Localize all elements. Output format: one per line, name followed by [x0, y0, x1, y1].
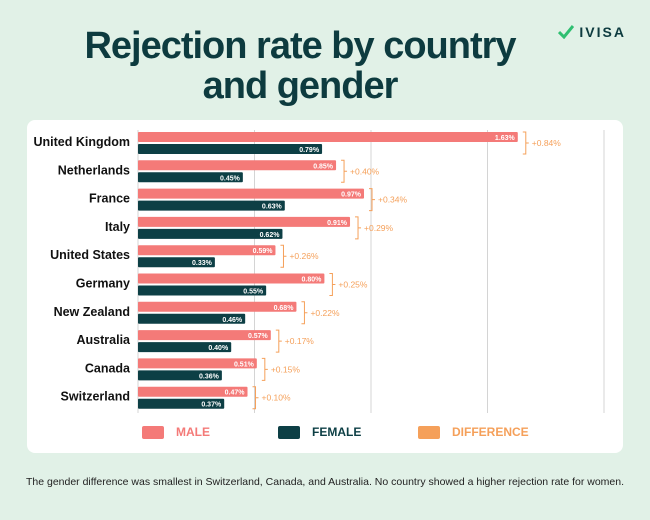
legend-label-male: MALE: [176, 425, 210, 439]
bar-female: [138, 370, 222, 381]
logo-text: IVISA: [579, 24, 626, 40]
category-label: Canada: [85, 361, 131, 375]
category-label: Netherlands: [58, 163, 130, 177]
data-label-female: 0.40%: [208, 345, 229, 352]
bar-male: [138, 273, 325, 284]
difference-bracket: [522, 131, 529, 155]
legend-swatch-female: [278, 425, 300, 439]
data-label-female: 0.63%: [262, 204, 283, 211]
bar-female: [138, 342, 232, 353]
data-label-difference: +0.25%: [338, 280, 368, 290]
data-label-male: 0.47%: [225, 390, 246, 397]
category-label: New Zealand: [54, 305, 130, 319]
data-label-difference: +0.22%: [310, 308, 340, 318]
data-label-difference: +0.17%: [285, 336, 315, 346]
bar-female: [138, 228, 283, 239]
data-label-male: 0.68%: [274, 305, 295, 312]
legend-label-difference: DIFFERENCE: [452, 425, 529, 439]
legend-label-female: FEMALE: [312, 425, 362, 439]
bar-male: [138, 216, 351, 227]
data-label-difference: +0.29%: [364, 223, 394, 233]
data-label-male: 0.91%: [327, 220, 348, 227]
data-label-difference: +0.15%: [271, 364, 301, 374]
data-label-female: 0.36%: [199, 373, 220, 380]
bar-female: [138, 285, 267, 296]
category-label: Switzerland: [61, 390, 130, 404]
data-label-female: 0.79%: [299, 147, 320, 154]
bar-female: [138, 313, 246, 324]
data-label-male: 0.80%: [302, 277, 323, 284]
difference-bracket: [280, 244, 287, 268]
data-label-difference: +0.10%: [262, 393, 292, 403]
bar-male: [138, 160, 337, 171]
bar-male: [138, 245, 276, 256]
difference-bracket: [329, 273, 336, 296]
legend-swatch-difference: [418, 425, 440, 439]
data-label-female: 0.45%: [220, 175, 241, 182]
bar-female: [138, 200, 285, 211]
chart-title: Rejection rate by country and gender: [84, 25, 516, 107]
category-label: Australia: [77, 333, 132, 347]
category-label: France: [89, 192, 130, 206]
footnote: The gender difference was smallest in Sw…: [25, 476, 625, 488]
chart-card: United Kingdom 1.63% 0.79% +0.84% Netherland…: [27, 120, 623, 453]
data-label-difference: +0.40%: [350, 166, 380, 176]
bar-male: [138, 386, 248, 397]
data-label-male: 0.57%: [248, 333, 269, 340]
data-label-female: 0.62%: [260, 232, 281, 239]
difference-bracket: [275, 329, 282, 353]
data-label-female: 0.46%: [222, 317, 243, 324]
bar-female: [138, 172, 243, 183]
data-label-difference: +0.34%: [378, 195, 408, 205]
data-label-male: 0.97%: [341, 192, 362, 199]
bar-female: [138, 144, 323, 154]
data-label-male: 0.85%: [313, 163, 334, 170]
legend-male: MALE: [142, 425, 210, 439]
difference-bracket: [252, 386, 259, 410]
legend-difference: DIFFERENCE: [418, 425, 529, 439]
category-label: Italy: [105, 220, 130, 234]
bar-male: [138, 358, 257, 369]
difference-bracket: [341, 159, 348, 183]
data-label-male: 0.59%: [253, 248, 274, 255]
legend-swatch-male: [142, 425, 164, 439]
difference-bracket: [261, 357, 268, 381]
logo: IVISA: [558, 24, 626, 40]
category-label: United Kingdom: [33, 135, 130, 149]
bar-male: [138, 132, 518, 142]
difference-bracket: [355, 216, 362, 240]
bar-female: [138, 257, 215, 268]
check-icon: [558, 25, 575, 39]
bar-female: [138, 398, 225, 409]
category-label: United States: [50, 248, 130, 262]
category-label: Germany: [76, 277, 130, 291]
data-label-male: 0.51%: [234, 361, 255, 368]
data-label-female: 0.33%: [192, 260, 213, 267]
difference-bracket: [301, 301, 308, 325]
legend-female: FEMALE: [278, 425, 361, 439]
difference-bracket: [369, 188, 376, 212]
bar-male: [138, 188, 365, 199]
bar-male: [138, 330, 271, 341]
bar-chart: United Kingdom 1.63% 0.79% +0.84% Netherland…: [33, 130, 605, 413]
data-label-female: 0.55%: [243, 289, 264, 296]
data-label-difference: +0.26%: [289, 251, 319, 261]
data-label-female: 0.37%: [201, 402, 222, 409]
data-label-male: 1.63%: [495, 135, 516, 142]
data-label-difference: +0.84%: [532, 138, 562, 148]
bar-male: [138, 301, 297, 312]
